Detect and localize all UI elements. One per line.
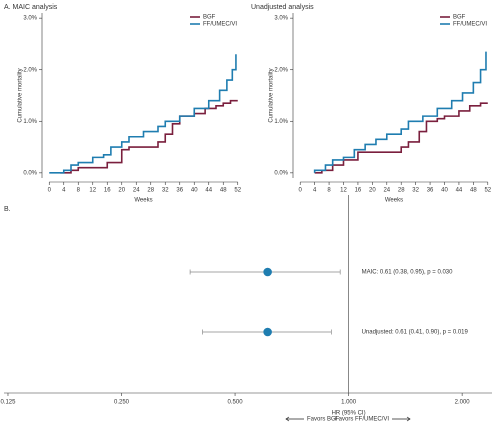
x-tick-label: 20 bbox=[369, 188, 376, 194]
arrow-head bbox=[285, 416, 290, 422]
row-label: Unadjusted: 0.61 (0.41, 0.90), p = 0.019 bbox=[362, 330, 469, 336]
legend-label: FF/UMEC/VI bbox=[203, 22, 237, 28]
chart-title: B. bbox=[4, 206, 11, 213]
y-tick-label: 3.0% bbox=[23, 16, 37, 22]
x-tick-label: 2.000 bbox=[455, 400, 471, 406]
y-tick-label: 0.0% bbox=[274, 170, 288, 176]
legend-label: BGF bbox=[453, 15, 466, 21]
x-tick-label: 44 bbox=[205, 188, 212, 194]
x-tick-label: 0.500 bbox=[228, 400, 244, 406]
row-label: MAIC: 0.61 (0.38, 0.95), p = 0.030 bbox=[362, 270, 454, 276]
x-tick-label: 40 bbox=[191, 188, 198, 194]
x-tick-label: 24 bbox=[383, 188, 390, 194]
x-tick-label: 24 bbox=[133, 188, 140, 194]
x-tick-label: 40 bbox=[441, 188, 448, 194]
arrow-head bbox=[406, 416, 411, 422]
x-tick-label: 16 bbox=[355, 188, 362, 194]
x-tick-label: 32 bbox=[412, 188, 419, 194]
chart-title: Unadjusted analysis bbox=[251, 4, 314, 11]
step-line bbox=[49, 54, 237, 174]
x-tick-label: 0 bbox=[299, 188, 303, 194]
x-tick-label: 28 bbox=[147, 188, 154, 194]
x-tick-label: 0.250 bbox=[114, 400, 130, 406]
legend-label: BGF bbox=[203, 15, 216, 21]
legend-label: FF/UMEC/VI bbox=[453, 22, 487, 28]
x-tick-label: 4 bbox=[62, 188, 66, 194]
y-tick-label: 1.0% bbox=[23, 119, 37, 125]
x-tick-label: 52 bbox=[484, 188, 491, 194]
x-tick-label: 20 bbox=[118, 188, 125, 194]
x-tick-label: 32 bbox=[162, 188, 169, 194]
y-tick-label: 1.0% bbox=[274, 119, 288, 125]
y-tick-label: 0.0% bbox=[23, 170, 37, 176]
x-tick-label: 44 bbox=[456, 188, 463, 194]
x-tick-label: 1.000 bbox=[341, 400, 357, 406]
x-axis-label: HR (95% CI) bbox=[332, 411, 366, 417]
step-line bbox=[60, 99, 238, 174]
point-estimate bbox=[263, 327, 272, 337]
y-tick-label: 2.0% bbox=[23, 67, 37, 73]
x-tick-label: 52 bbox=[234, 188, 241, 194]
favors-right: Favors FF/UMEC/VI bbox=[335, 417, 389, 423]
favors-arrows bbox=[285, 416, 411, 422]
point-estimate bbox=[263, 267, 272, 277]
x-tick-label: 48 bbox=[220, 188, 227, 194]
y-axis-label: Cumulative mortality bbox=[269, 68, 275, 122]
x-tick-label: 12 bbox=[340, 188, 347, 194]
y-tick-label: 3.0% bbox=[274, 16, 288, 22]
x-tick-label: 0 bbox=[48, 188, 52, 194]
x-axis-label: Weeks bbox=[134, 198, 152, 204]
x-tick-label: 8 bbox=[77, 188, 81, 194]
x-axis-label: Weeks bbox=[385, 198, 403, 204]
x-tick-label: 4 bbox=[313, 188, 317, 194]
x-tick-label: 48 bbox=[470, 188, 477, 194]
x-tick-label: 16 bbox=[104, 188, 111, 194]
y-axis-label: Cumulative mortality bbox=[18, 68, 24, 122]
favors-left: Favors BGF bbox=[307, 417, 340, 423]
step-line bbox=[313, 51, 487, 173]
x-tick-label: 8 bbox=[327, 188, 331, 194]
x-tick-label: 12 bbox=[89, 188, 96, 194]
y-tick-label: 2.0% bbox=[274, 67, 288, 73]
step-line bbox=[314, 102, 488, 174]
chart-title: A. MAIC analysis bbox=[4, 4, 58, 11]
x-tick-label: 36 bbox=[427, 188, 434, 194]
x-tick-label: 36 bbox=[176, 188, 183, 194]
x-tick-label: 28 bbox=[398, 188, 405, 194]
x-tick-label: 0.125 bbox=[0, 400, 16, 406]
